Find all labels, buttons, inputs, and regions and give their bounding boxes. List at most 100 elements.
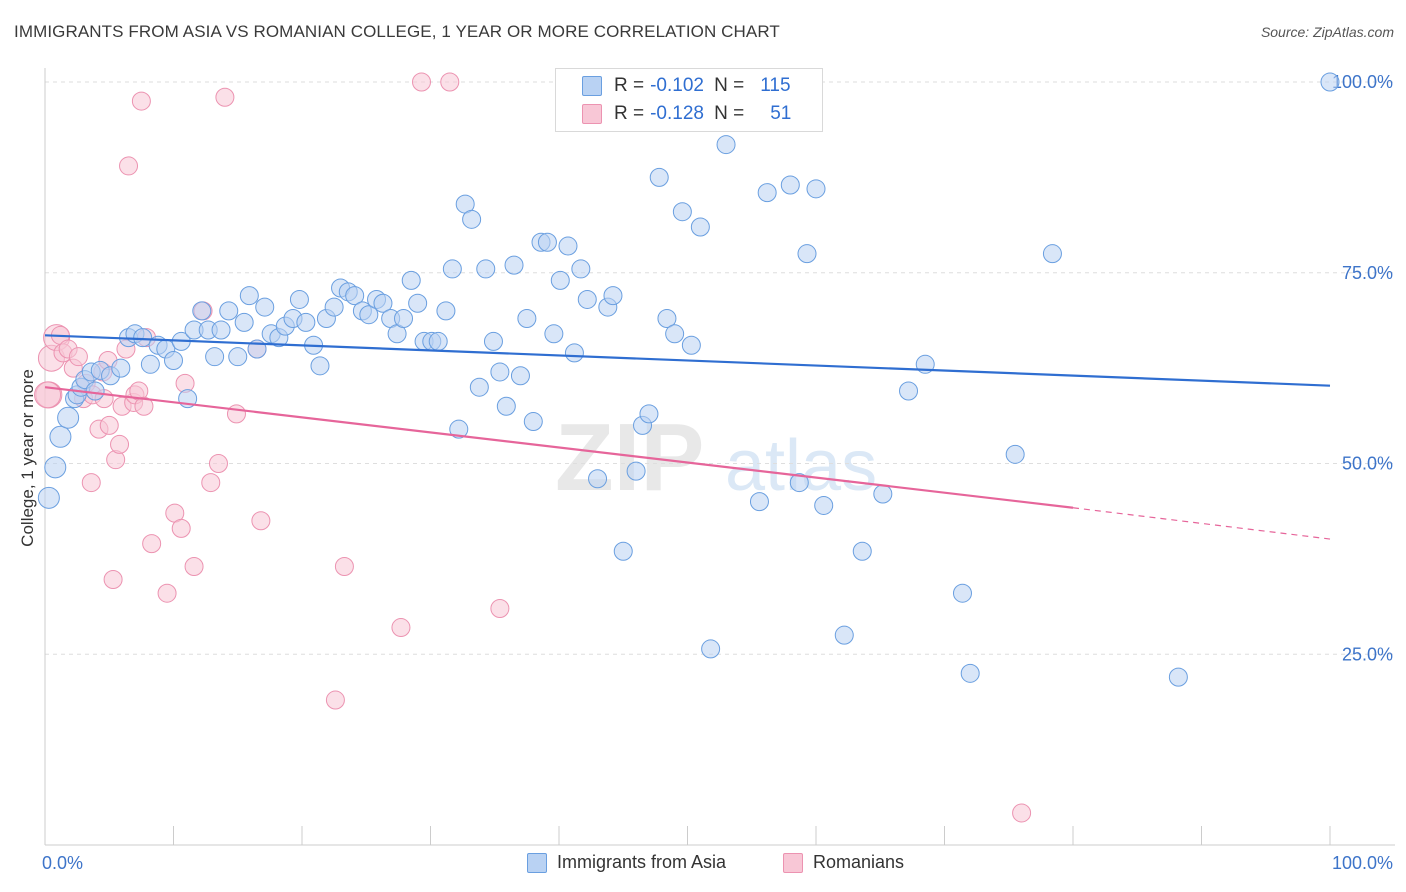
legend-n-label: N = — [714, 75, 745, 96]
point-asia — [577, 289, 597, 309]
point-asia — [1168, 667, 1188, 687]
point-asia — [564, 343, 584, 363]
point-asia — [613, 541, 633, 561]
point-asia — [373, 293, 393, 313]
point-romanians — [119, 156, 139, 176]
point-asia — [716, 135, 736, 155]
point-asia — [510, 366, 530, 386]
trend-lines — [44, 334, 1331, 540]
correlation-legend: R = -0.102 N = 115 R = -0.128 N = 51 — [555, 68, 823, 132]
point-asia — [780, 175, 800, 195]
point-asia — [164, 350, 183, 370]
series-legend: Immigrants from Asia Romanians — [0, 852, 1406, 878]
legend-swatch-romanians — [582, 104, 602, 124]
point-asia — [228, 347, 248, 367]
point-asia — [1042, 244, 1062, 264]
point-asia — [899, 381, 919, 401]
y-tick-label: 75.0% — [1342, 263, 1393, 283]
point-asia — [289, 289, 309, 309]
point-asia — [588, 469, 608, 489]
point-asia — [239, 286, 259, 306]
point-asia — [603, 286, 623, 306]
point-asia — [310, 356, 330, 376]
point-romanians — [34, 381, 62, 409]
point-romanians — [226, 404, 246, 424]
point-asia — [672, 202, 692, 222]
point-asia — [219, 301, 239, 321]
point-romanians — [99, 415, 119, 435]
series-legend-romanians[interactable]: Romanians — [783, 852, 904, 873]
point-romanians — [110, 434, 130, 454]
series-name-romanians: Romanians — [813, 852, 905, 872]
point-asia — [496, 396, 516, 416]
point-asia — [1320, 72, 1340, 92]
point-asia — [469, 377, 489, 397]
point-romanians — [157, 583, 177, 603]
point-asia — [359, 305, 379, 325]
legend-n-value: 115 — [760, 75, 791, 96]
watermark-atlas: atlas — [725, 426, 877, 506]
series-legend-asia[interactable]: Immigrants from Asia — [527, 852, 726, 873]
chart-title: IMMIGRANTS FROM ASIA VS ROMANIAN COLLEGE… — [14, 22, 780, 41]
point-romanians — [81, 473, 101, 493]
axes — [44, 68, 1395, 846]
point-asia — [449, 419, 469, 439]
y-axis-label: College, 1 year or more — [18, 369, 37, 547]
point-romanians — [171, 518, 191, 538]
point-asia — [37, 486, 60, 509]
point-asia — [483, 331, 503, 351]
point-asia — [401, 270, 421, 290]
point-romanians — [142, 534, 162, 554]
point-asia — [324, 297, 344, 317]
point-asia — [205, 347, 225, 367]
point-asia — [57, 406, 80, 429]
x-tick-label: 100.0% — [1332, 853, 1393, 873]
point-asia — [85, 381, 105, 401]
point-asia — [571, 259, 591, 279]
point-asia — [44, 456, 67, 479]
point-asia — [192, 301, 212, 321]
point-romanians — [68, 347, 88, 367]
point-romanians — [134, 396, 154, 416]
point-asia — [749, 492, 769, 512]
point-asia — [211, 320, 231, 340]
point-asia — [757, 183, 777, 203]
watermark: ZIP atlas — [555, 404, 877, 511]
point-asia — [111, 358, 131, 378]
legend-swatch-asia — [582, 76, 602, 96]
point-romanians — [440, 72, 460, 92]
point-asia — [394, 309, 414, 329]
legend-n-value: 51 — [770, 103, 792, 124]
legend-r-label: R = — [614, 75, 645, 96]
point-asia — [234, 312, 254, 332]
point-asia — [428, 331, 448, 351]
point-asia — [255, 297, 275, 317]
point-asia — [797, 244, 817, 264]
legend-r-value: -0.128 — [650, 103, 704, 124]
point-romanians — [184, 557, 204, 577]
point-romanians — [1012, 803, 1032, 823]
point-asia — [690, 217, 710, 237]
point-romanians — [208, 454, 228, 473]
trend-line-asia — [44, 334, 1331, 387]
point-asia — [49, 425, 72, 448]
point-asia — [952, 583, 972, 603]
point-asia — [873, 484, 893, 504]
point-asia — [834, 625, 854, 645]
point-asia — [504, 255, 524, 275]
trend-line-romanians — [44, 386, 1074, 509]
data-points — [34, 72, 1340, 823]
point-romanians — [334, 557, 354, 577]
watermark-zip: ZIP — [555, 404, 704, 511]
point-asia — [701, 639, 721, 659]
point-asia — [537, 232, 557, 252]
point-asia — [490, 362, 510, 382]
point-asia — [517, 309, 537, 329]
point-romanians — [131, 91, 151, 111]
point-asia — [442, 259, 462, 279]
point-romanians — [201, 473, 221, 493]
trend-line-romanians-extension — [1072, 507, 1331, 540]
point-asia — [462, 209, 482, 229]
point-asia — [657, 309, 677, 329]
